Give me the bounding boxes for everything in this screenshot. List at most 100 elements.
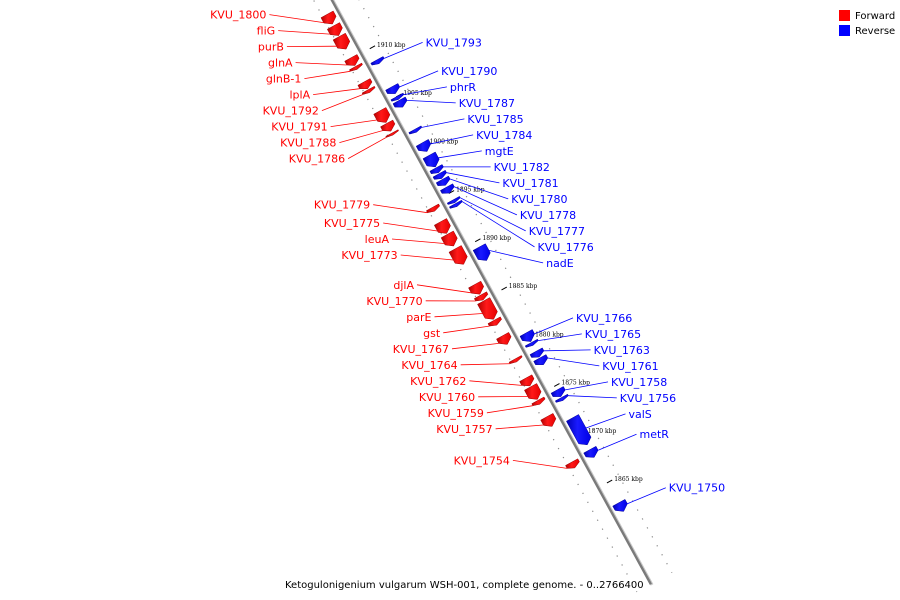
gene-arrow[interactable]: [415, 139, 432, 152]
gene-arrow[interactable]: [529, 347, 545, 358]
gene-kvu_1766[interactable]: [519, 329, 535, 342]
gene-flig[interactable]: [326, 22, 343, 36]
gene-arrow[interactable]: [446, 196, 461, 205]
gene-arrow[interactable]: [440, 230, 458, 247]
gene-arrow[interactable]: [566, 414, 592, 446]
gene-arrow[interactable]: [524, 338, 539, 348]
gene-djla[interactable]: [468, 280, 484, 295]
gene-kvu_1754[interactable]: [565, 458, 580, 469]
kbp-tick-mark: [474, 238, 481, 243]
gene-arrow[interactable]: [554, 393, 569, 403]
gene-phrr[interactable]: [390, 92, 405, 102]
gene-kvu_1756[interactable]: [554, 393, 569, 403]
gene-mgte[interactable]: [422, 151, 440, 168]
gene-arrow[interactable]: [473, 291, 489, 302]
gene-arrow[interactable]: [477, 297, 498, 320]
gene-arrow[interactable]: [320, 10, 337, 25]
gene-arrow[interactable]: [361, 85, 376, 95]
gene-kvu_1757[interactable]: [540, 413, 557, 427]
gene-glnb-1[interactable]: [349, 62, 363, 72]
gene-kvu_1763[interactable]: [529, 347, 545, 358]
gene-arrow[interactable]: [332, 32, 351, 50]
gene-arrow[interactable]: [426, 203, 441, 213]
gene-arrow[interactable]: [583, 445, 599, 458]
gene-lpla[interactable]: [357, 78, 373, 89]
gene-arrow[interactable]: [433, 218, 451, 234]
gene-arrow[interactable]: [422, 151, 440, 168]
gene-kvu_1781[interactable]: [432, 169, 447, 180]
gene-nade[interactable]: [472, 243, 491, 261]
gene-kvu_1777[interactable]: [446, 196, 461, 205]
gene-kvu_1791[interactable]: [373, 107, 391, 123]
gene-kvu_1765[interactable]: [524, 338, 539, 348]
gene-kvu_1784[interactable]: [415, 139, 432, 152]
gene-pare[interactable]: [477, 297, 498, 320]
gene-arrow[interactable]: [531, 396, 546, 406]
gene-arrow[interactable]: [449, 199, 463, 209]
gene-kvu_1758[interactable]: [550, 386, 566, 397]
gene-arrow[interactable]: [429, 164, 444, 174]
gene-kvu_1778[interactable]: [440, 183, 455, 194]
guide-dots-inner: [312, 0, 638, 593]
gene-leua[interactable]: [440, 230, 458, 247]
gene-arrow[interactable]: [385, 129, 399, 138]
gene-leader-line: [339, 130, 383, 143]
gene-kvu_1779[interactable]: [426, 203, 441, 213]
gene-arrow[interactable]: [392, 96, 408, 108]
gene-vals[interactable]: [566, 414, 592, 446]
gene-arrow[interactable]: [370, 56, 385, 66]
gene-kvu_1785[interactable]: [408, 125, 423, 135]
gene-arrow[interactable]: [380, 119, 396, 132]
gene-kvu_1800[interactable]: [320, 10, 337, 25]
gene-arrow[interactable]: [540, 413, 557, 427]
gene-arrow[interactable]: [524, 383, 542, 400]
gene-arrow[interactable]: [432, 169, 447, 180]
gene-arrow[interactable]: [326, 22, 343, 36]
gene-kvu_1790[interactable]: [385, 83, 400, 94]
gene-kvu_1780[interactable]: [435, 175, 451, 186]
gene-arrow[interactable]: [487, 316, 502, 327]
gene-arrow[interactable]: [440, 183, 455, 194]
gene-kvu_1788[interactable]: [380, 119, 396, 132]
gene-arrow[interactable]: [344, 54, 360, 66]
gene-arrow[interactable]: [435, 175, 451, 186]
gene-kvu_1792[interactable]: [361, 85, 376, 95]
gene-kvu_1775[interactable]: [433, 218, 451, 234]
gene-arrow[interactable]: [612, 499, 628, 512]
gene-arrow[interactable]: [550, 386, 566, 397]
gene-arrow[interactable]: [533, 354, 549, 365]
gene-glna[interactable]: [344, 54, 360, 66]
gene-kvu_1759[interactable]: [531, 396, 546, 406]
gene-kvu_1770[interactable]: [473, 291, 489, 302]
gene-arrow[interactable]: [565, 458, 580, 469]
gene-metr[interactable]: [583, 445, 599, 458]
gene-arrow[interactable]: [519, 374, 535, 387]
gene-kvu_1762[interactable]: [519, 374, 535, 387]
gene-arrow[interactable]: [448, 245, 468, 265]
gene-arrow[interactable]: [385, 83, 400, 94]
gene-arrow[interactable]: [349, 62, 363, 72]
gene-arrow[interactable]: [496, 332, 512, 345]
gene-arrow[interactable]: [408, 125, 423, 135]
gene-arrow[interactable]: [390, 92, 405, 102]
gene-arrow[interactable]: [519, 329, 535, 342]
gene-arrow[interactable]: [468, 280, 484, 295]
gene-kvu_1776[interactable]: [449, 199, 463, 209]
gene-kvu_1787[interactable]: [392, 96, 408, 108]
gene-arrow[interactable]: [373, 107, 391, 123]
gene-kvu_1786[interactable]: [385, 129, 399, 138]
gene-kvu_1761[interactable]: [533, 354, 549, 365]
gene-kvu_1782[interactable]: [429, 164, 444, 174]
gene-arrow[interactable]: [357, 78, 373, 89]
gene-arrow[interactable]: [508, 355, 523, 364]
gene-kvu_1767[interactable]: [496, 332, 512, 345]
gene-kvu_1764[interactable]: [508, 355, 523, 364]
gene-leader-line: [568, 395, 617, 399]
gene-kvu_1773[interactable]: [448, 245, 468, 265]
gene-kvu_1793[interactable]: [370, 56, 385, 66]
gene-arrow[interactable]: [472, 243, 491, 261]
gene-gst[interactable]: [487, 316, 502, 327]
gene-kvu_1750[interactable]: [612, 499, 628, 512]
gene-purb[interactable]: [332, 32, 351, 50]
gene-kvu_1760[interactable]: [524, 383, 542, 400]
